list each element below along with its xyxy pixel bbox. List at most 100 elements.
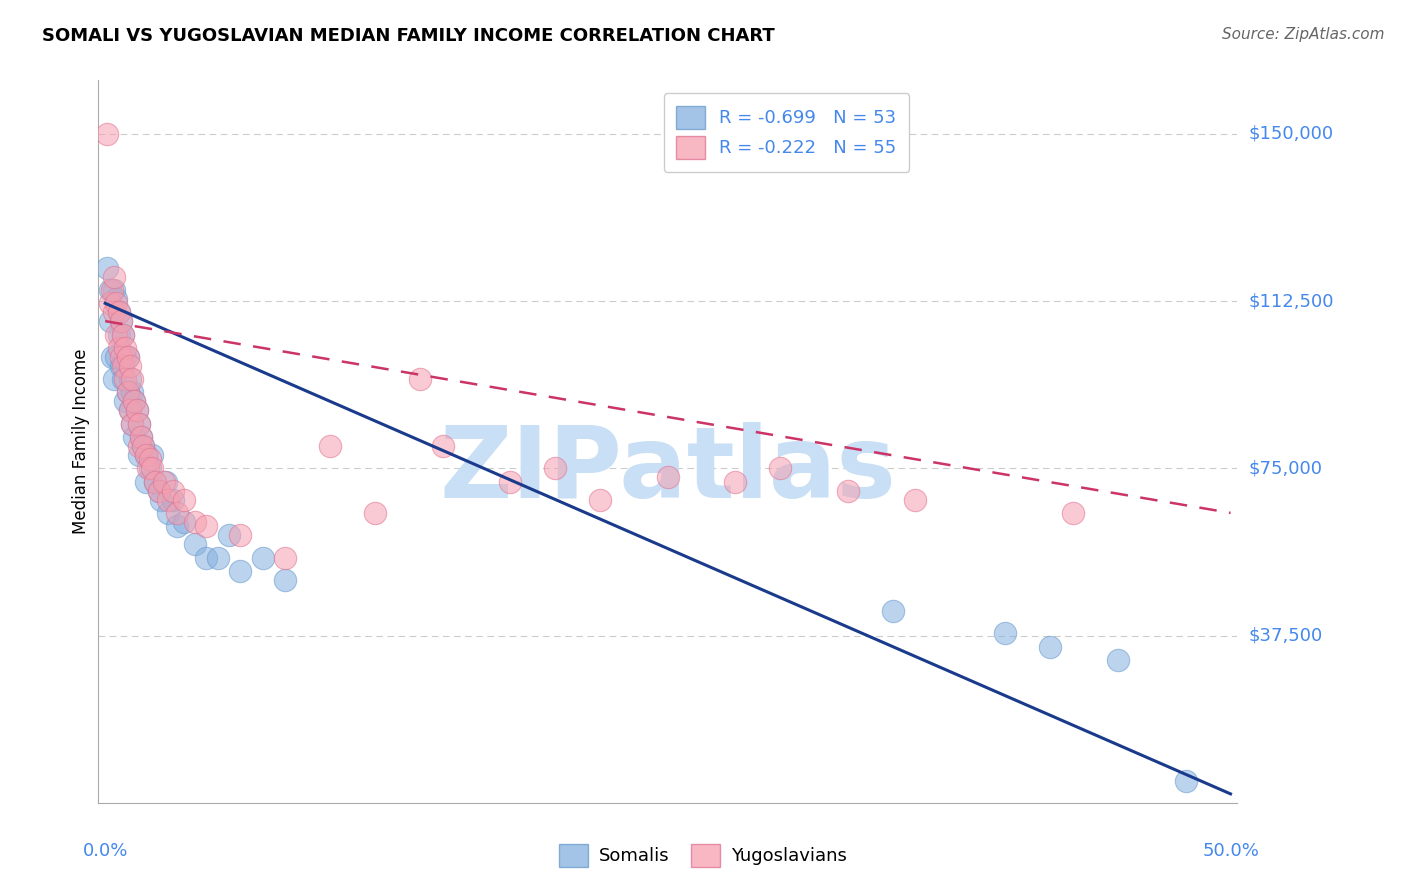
- Point: [107, 305, 129, 319]
- Point: [1107, 653, 1129, 667]
- Point: [132, 439, 155, 453]
- Point: [837, 483, 859, 498]
- Point: [112, 327, 135, 342]
- Point: [128, 417, 150, 431]
- Point: [101, 350, 124, 364]
- Point: [195, 550, 218, 565]
- Point: [105, 292, 128, 306]
- Point: [110, 314, 132, 328]
- Point: [101, 283, 124, 297]
- Point: [98, 283, 121, 297]
- Point: [114, 372, 136, 386]
- Point: [364, 506, 387, 520]
- Point: [143, 475, 166, 489]
- Point: [118, 372, 141, 386]
- Point: [121, 417, 143, 431]
- Text: Source: ZipAtlas.com: Source: ZipAtlas.com: [1222, 27, 1385, 42]
- Point: [229, 528, 252, 542]
- Point: [117, 350, 139, 364]
- Point: [132, 439, 155, 453]
- Point: [125, 403, 148, 417]
- Point: [117, 385, 139, 400]
- Point: [129, 430, 152, 444]
- Point: [319, 439, 342, 453]
- Point: [107, 327, 129, 342]
- Point: [136, 461, 159, 475]
- Point: [114, 350, 136, 364]
- Point: [157, 506, 180, 520]
- Point: [135, 475, 157, 489]
- Point: [103, 283, 125, 297]
- Point: [274, 550, 297, 565]
- Point: [128, 448, 150, 462]
- Point: [107, 305, 129, 319]
- Text: ZIPatlas: ZIPatlas: [440, 422, 896, 519]
- Point: [769, 461, 792, 475]
- Point: [118, 359, 141, 373]
- Point: [121, 372, 143, 386]
- Point: [98, 314, 121, 328]
- Point: [166, 519, 188, 533]
- Point: [499, 475, 522, 489]
- Point: [173, 515, 195, 529]
- Point: [117, 350, 139, 364]
- Point: [218, 528, 240, 542]
- Point: [141, 448, 163, 462]
- Point: [96, 127, 118, 141]
- Point: [184, 515, 207, 529]
- Point: [121, 417, 143, 431]
- Point: [544, 461, 567, 475]
- Point: [657, 470, 679, 484]
- Point: [724, 475, 747, 489]
- Point: [112, 327, 135, 342]
- Point: [157, 492, 180, 507]
- Point: [114, 341, 136, 355]
- Point: [155, 475, 177, 489]
- Text: SOMALI VS YUGOSLAVIAN MEDIAN FAMILY INCOME CORRELATION CHART: SOMALI VS YUGOSLAVIAN MEDIAN FAMILY INCO…: [42, 27, 775, 45]
- Point: [105, 350, 128, 364]
- Point: [1062, 506, 1084, 520]
- Point: [141, 461, 163, 475]
- Point: [1174, 773, 1197, 788]
- Point: [112, 359, 135, 373]
- Point: [139, 461, 162, 475]
- Point: [112, 372, 135, 386]
- Point: [124, 394, 146, 409]
- Point: [274, 573, 297, 587]
- Point: [103, 305, 125, 319]
- Point: [409, 372, 432, 386]
- Point: [107, 341, 129, 355]
- Point: [162, 483, 184, 498]
- Point: [589, 492, 612, 507]
- Point: [124, 394, 146, 409]
- Point: [904, 492, 927, 507]
- Point: [129, 430, 152, 444]
- Point: [128, 417, 150, 431]
- Text: $75,000: $75,000: [1249, 459, 1323, 477]
- Point: [117, 385, 139, 400]
- Point: [135, 448, 157, 462]
- Point: [103, 269, 125, 284]
- Point: [135, 448, 157, 462]
- Point: [207, 550, 229, 565]
- Point: [143, 475, 166, 489]
- Point: [166, 506, 188, 520]
- Point: [103, 372, 125, 386]
- Text: 0.0%: 0.0%: [83, 842, 128, 860]
- Y-axis label: Median Family Income: Median Family Income: [72, 349, 90, 534]
- Text: 50.0%: 50.0%: [1202, 842, 1258, 860]
- Point: [148, 483, 170, 498]
- Point: [148, 483, 170, 498]
- Point: [96, 260, 118, 275]
- Point: [1039, 640, 1062, 654]
- Point: [152, 475, 174, 489]
- Point: [121, 385, 143, 400]
- Point: [105, 296, 128, 310]
- Point: [229, 564, 252, 578]
- Point: [128, 439, 150, 453]
- Text: $112,500: $112,500: [1249, 292, 1334, 310]
- Point: [105, 327, 128, 342]
- Point: [110, 314, 132, 328]
- Legend: Somalis, Yugoslavians: Somalis, Yugoslavians: [553, 837, 853, 874]
- Point: [195, 519, 218, 533]
